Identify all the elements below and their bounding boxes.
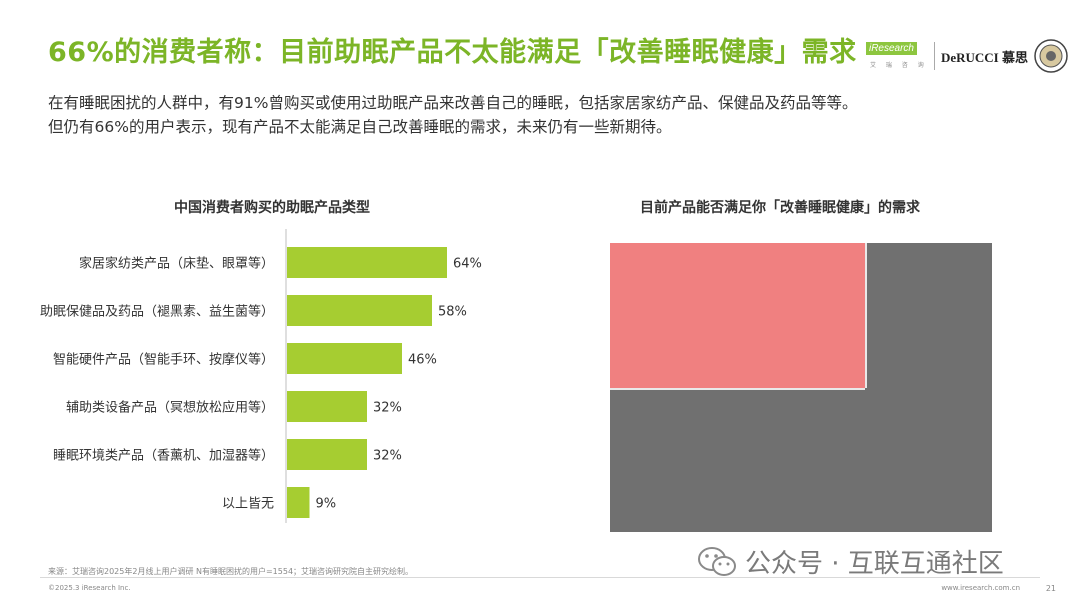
logo-divider xyxy=(933,42,935,70)
page-title: 66%的消费者称：目前助眠产品不太能满足「改善睡眠健康」需求 xyxy=(48,37,857,68)
watermark: 公众号 · 互联互通社区 xyxy=(697,543,1004,580)
category-label: 睡眠环境类产品（香薰机、加湿器等） xyxy=(53,448,274,464)
satisfaction-chart-title: 目前产品能否满足你「改善睡眠健康」的需求 xyxy=(640,200,920,216)
data-label: 32% xyxy=(373,401,402,416)
category-label: 以上皆无 xyxy=(222,497,274,512)
footer-divider xyxy=(40,577,1040,578)
bar xyxy=(287,247,447,278)
bar xyxy=(287,343,402,374)
category-label: 辅助类设备产品（冥想放松应用等） xyxy=(66,400,274,416)
data-label: 9% xyxy=(316,497,337,512)
description-line-1: 在有睡眠困扰的人群中，有91%曾购买或使用过助眠产品来改善自己的睡眠，包括家居家… xyxy=(48,94,858,112)
page-number: 21 xyxy=(1045,584,1056,593)
watermark-text: 公众号 · 互联互通社区 xyxy=(745,549,1004,579)
satisfied-region xyxy=(610,243,865,388)
data-label: 58% xyxy=(438,305,467,320)
iresearch-logo: iResearch 艾 瑞 咨 询 xyxy=(864,36,928,76)
grid-divider-vertical xyxy=(864,243,867,388)
wechat-icon xyxy=(698,546,736,576)
category-label: 智能硬件产品（智能手环、按摩仪等） xyxy=(53,352,274,368)
seal-icon xyxy=(1034,39,1068,73)
bar xyxy=(287,487,310,518)
bar xyxy=(287,439,367,470)
website: www.iresearch.com.cn xyxy=(941,584,1020,592)
description-line-2: 但仍有66%的用户表示，现有产品不太能满足自己改善睡眠的需求，未来仍有一些新期待… xyxy=(48,118,672,136)
data-label: 32% xyxy=(373,449,402,464)
category-label: 助眠保健品及药品（褪黑素、益生菌等） xyxy=(40,304,274,320)
data-label: 64% xyxy=(453,257,482,272)
grid-divider-horizontal xyxy=(610,387,865,390)
bar xyxy=(287,295,432,326)
derucci-logo: DeRUCCI 慕思 xyxy=(940,49,1028,65)
source-note: 来源：艾瑞咨询2025年2月线上用户调研 N有睡眠困扰的用户=1554；艾瑞咨询… xyxy=(48,567,414,576)
iresearch-logo-text: iResearch xyxy=(865,42,917,55)
data-label: 46% xyxy=(408,353,437,368)
logo-group: iResearch 艾 瑞 咨 询 DeRUCCI 慕思 xyxy=(864,36,1068,76)
iresearch-logo-subtext: 艾 瑞 咨 询 xyxy=(869,62,928,69)
copyright: ©2025.3 iResearch Inc. xyxy=(48,584,131,592)
bar-chart: 家居家纺类产品（床垫、眼罩等） 64% 助眠保健品及药品（褪黑素、益生菌等） 58% 智… xyxy=(40,229,482,523)
category-label: 家居家纺类产品（床垫、眼罩等） xyxy=(79,256,274,272)
bar xyxy=(287,391,367,422)
bar-chart-title: 中国消费者购买的助眠产品类型 xyxy=(174,200,370,216)
